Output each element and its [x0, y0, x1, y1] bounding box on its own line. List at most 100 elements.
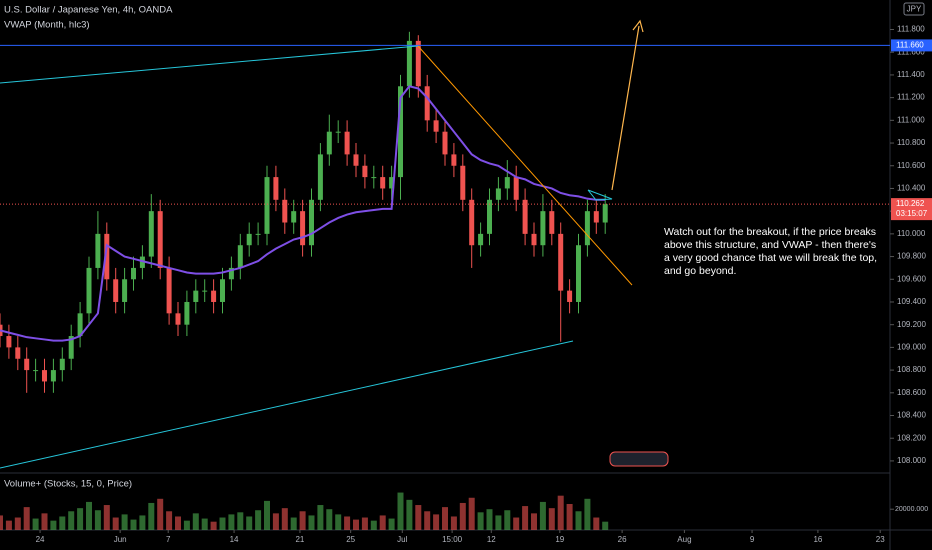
candle-body [531, 233, 537, 246]
volume-bar [370, 520, 377, 530]
candle-body [282, 199, 288, 223]
volume-bar [0, 515, 3, 530]
vwap-line [0, 85, 606, 342]
y-tick-label: 111.000 [897, 115, 925, 124]
y-tick-label: 109.800 [897, 252, 926, 261]
candle-body [246, 233, 252, 246]
y-tick-label: 108.800 [897, 365, 926, 374]
candle-body [15, 347, 21, 359]
volume-bar [299, 511, 306, 530]
candle-body [567, 290, 573, 302]
volume-bar [183, 520, 190, 530]
volume-bar [201, 518, 208, 530]
candle-body [540, 211, 546, 246]
y-tick-label: 108.400 [897, 411, 926, 420]
hline-label-box [891, 39, 932, 52]
currency: JPY [907, 5, 922, 14]
x-tick-label: 7 [166, 535, 171, 544]
candle-body [469, 199, 475, 246]
volume-bar [5, 520, 12, 530]
candle-body [148, 211, 154, 257]
volume-bar [459, 502, 466, 530]
volume-bar [264, 500, 270, 530]
volume-bar [50, 520, 57, 530]
candle-body [113, 279, 119, 302]
x-tick-label: 15:00 [442, 535, 463, 544]
volume-bar [415, 505, 422, 530]
volume-bar [548, 508, 555, 530]
candle-body [255, 233, 261, 235]
x-tick-label: 24 [36, 535, 45, 544]
volume-bar [23, 507, 30, 530]
volume-bar [246, 516, 253, 530]
annotation-line: a very good chance that we will break th… [664, 252, 877, 264]
candle-body [104, 233, 110, 280]
volume-bar [539, 501, 546, 530]
candle-body [193, 290, 199, 302]
events-badge[interactable] [609, 451, 669, 467]
candle-body [451, 154, 457, 166]
volume-bar [531, 513, 537, 530]
annotation-line: and go beyond. [664, 265, 736, 277]
candle-body [442, 131, 448, 155]
y-tick-label: 110.400 [897, 184, 926, 193]
candle-body [50, 370, 56, 382]
y-tick-label: 108.200 [897, 433, 926, 442]
volume-bar [130, 519, 137, 530]
volume-bar [575, 511, 582, 530]
candle-body [264, 177, 270, 234]
candle-body [33, 370, 39, 372]
candle-body [42, 370, 47, 382]
y-tick-label: 108.000 [897, 456, 926, 465]
y-tick-label: 111.200 [897, 93, 925, 102]
volume-bar [361, 517, 368, 530]
y-tick-label: 109.600 [897, 274, 926, 283]
candle-body [300, 211, 306, 246]
trend-line-down [417, 45, 633, 286]
volume-bar [353, 519, 359, 530]
volume-bar [77, 508, 84, 530]
candle-body [549, 211, 555, 234]
candle-body [380, 177, 386, 189]
volume-bar [433, 514, 440, 530]
candle-body [184, 301, 190, 325]
candle-body [77, 313, 83, 337]
volume-bar [272, 513, 279, 530]
candle-body [326, 131, 332, 155]
x-tick-label: 9 [750, 535, 755, 544]
annotation-line: Watch out for the breakout, if the price… [664, 226, 876, 238]
currency-badge[interactable] [903, 2, 925, 16]
volume-bar [210, 521, 217, 530]
candle-body [495, 188, 501, 200]
volume-bar [557, 495, 564, 530]
x-tick-label: 26 [618, 535, 627, 544]
candle-body [513, 177, 519, 200]
last-price-label: 110.262 [896, 199, 925, 208]
trend-line-lower [0, 340, 574, 469]
annotation-line: above this structure, and VWAP - then th… [664, 239, 876, 251]
candle-body [371, 177, 377, 179]
candle-body [309, 199, 314, 246]
y-tick-label: 109.400 [897, 297, 926, 306]
volume-bar [504, 510, 511, 530]
candle-body [59, 358, 65, 371]
volume-bar [388, 518, 395, 530]
volume-bar [59, 516, 66, 530]
candle-body [522, 199, 528, 234]
y-tick-label: 110.600 [897, 161, 926, 170]
volume-bar [317, 505, 324, 530]
last-price-box [891, 198, 932, 221]
candle-body [584, 211, 590, 246]
volume-bar [379, 515, 386, 530]
candle-body [86, 267, 92, 314]
volume-bar [424, 511, 431, 530]
x-tick-label: Jul [397, 535, 407, 544]
volume-bar [566, 504, 573, 530]
candle-body [157, 211, 163, 268]
plot [0, 29, 894, 533]
candle-body [6, 336, 12, 348]
volume-bar [68, 511, 75, 530]
countdown: 03:15:07 [896, 209, 928, 218]
volume-bar [593, 517, 600, 530]
volume-bar [290, 517, 297, 530]
